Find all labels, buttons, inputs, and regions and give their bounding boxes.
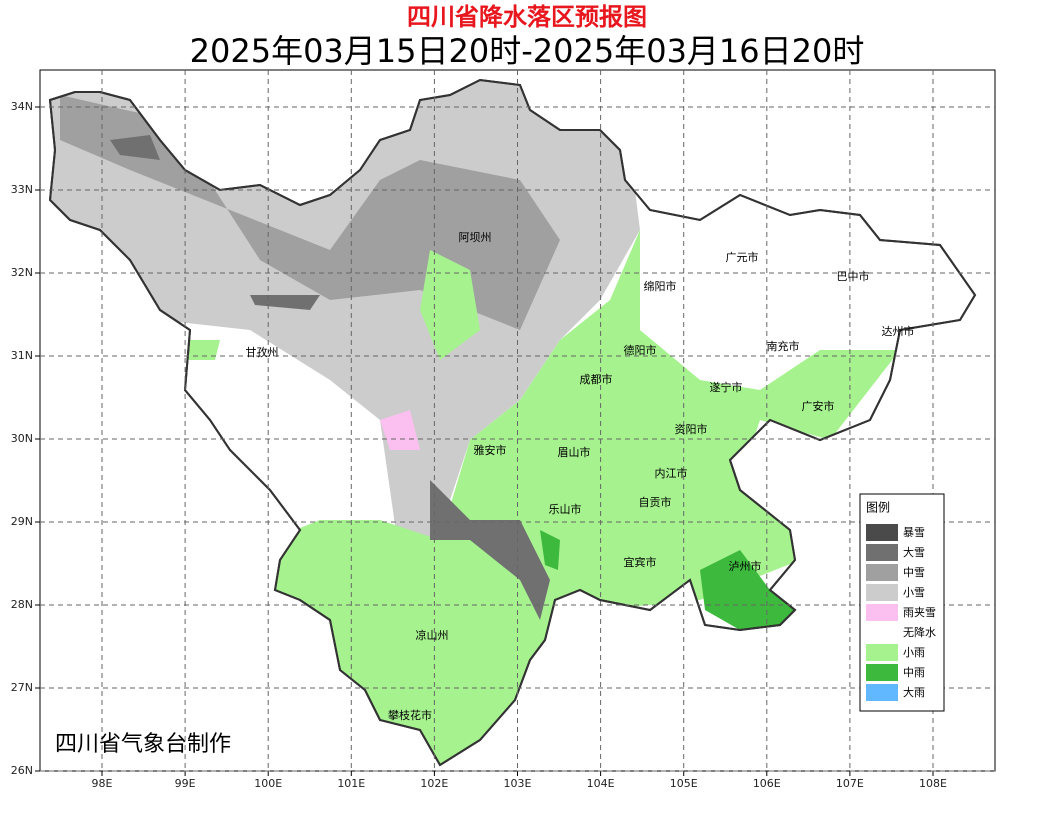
legend-swatch bbox=[866, 544, 898, 561]
lat-label: 34N bbox=[11, 100, 33, 113]
legend-swatch bbox=[866, 684, 898, 701]
lat-label: 31N bbox=[11, 349, 33, 362]
lat-label: 30N bbox=[11, 432, 33, 445]
legend-swatch bbox=[866, 564, 898, 581]
title: 四川省降水落区预报图 bbox=[407, 3, 647, 31]
place-label: 宜宾市 bbox=[624, 555, 657, 569]
legend-label: 中雪 bbox=[903, 566, 925, 579]
legend-label: 中雨 bbox=[903, 666, 925, 679]
lon-label: 98E bbox=[92, 777, 113, 790]
place-label: 广安市 bbox=[802, 399, 835, 413]
place-label: 巴中市 bbox=[837, 269, 870, 283]
legend-label: 大雪 bbox=[903, 545, 925, 559]
legend-label: 小雨 bbox=[903, 646, 925, 659]
lon-label: 106E bbox=[753, 777, 781, 790]
place-label: 成都市 bbox=[580, 372, 613, 386]
place-label: 广元市 bbox=[726, 250, 759, 264]
province-border bbox=[48, 78, 977, 767]
lon-label: 107E bbox=[836, 777, 864, 790]
legend-title: 图例 bbox=[866, 501, 890, 515]
lon-label: 100E bbox=[254, 777, 282, 790]
place-label: 绵阳市 bbox=[644, 279, 677, 293]
lat-label: 32N bbox=[11, 266, 33, 279]
place-label: 德阳市 bbox=[624, 343, 657, 357]
legend-label: 暴雪 bbox=[903, 526, 925, 539]
graticule: 98E 99E 100E 101E 102E 103E 104E 105E 106E 107E 10… bbox=[11, 70, 995, 790]
place-label: 甘孜州 bbox=[246, 345, 279, 359]
lon-label: 105E bbox=[670, 777, 698, 790]
legend-swatch bbox=[866, 624, 898, 641]
place-label: 达州市 bbox=[882, 324, 915, 338]
lat-label: 33N bbox=[11, 183, 33, 196]
place-label: 雅安市 bbox=[474, 443, 507, 457]
legend-label: 小雪 bbox=[903, 586, 925, 599]
legend-swatch bbox=[866, 584, 898, 601]
legend-swatch bbox=[866, 604, 898, 621]
lat-label: 27N bbox=[11, 681, 33, 694]
place-label: 乐山市 bbox=[549, 502, 582, 516]
place-label: 凉山州 bbox=[416, 628, 449, 642]
place-label: 阿坝州 bbox=[459, 230, 492, 244]
legend-swatch bbox=[866, 524, 898, 541]
lon-label: 104E bbox=[587, 777, 615, 790]
lat-label: 26N bbox=[11, 764, 33, 777]
legend-label: 大雨 bbox=[903, 685, 925, 699]
credit: 四川省气象台制作 bbox=[55, 732, 231, 757]
subtitle: 2025年03月15日20时-2025年03月16日20时 bbox=[190, 32, 865, 70]
place-label: 自贡市 bbox=[639, 495, 672, 509]
lat-label: 29N bbox=[11, 515, 33, 528]
place-label: 泸州市 bbox=[729, 559, 762, 573]
place-label: 攀枝花市 bbox=[388, 708, 432, 722]
legend-label: 雨夹雪 bbox=[903, 606, 936, 619]
legend-swatch bbox=[866, 664, 898, 681]
place-label: 内江市 bbox=[655, 466, 688, 480]
place-label: 资阳市 bbox=[675, 422, 708, 436]
lon-label: 99E bbox=[175, 777, 196, 790]
place-label: 南充市 bbox=[767, 339, 800, 353]
legend-label: 无降水 bbox=[903, 625, 936, 639]
lon-label: 108E bbox=[919, 777, 947, 790]
lon-label: 102E bbox=[420, 777, 448, 790]
lon-label: 103E bbox=[504, 777, 532, 790]
place-label: 遂宁市 bbox=[710, 380, 743, 394]
legend-swatch bbox=[866, 644, 898, 661]
lat-label: 28N bbox=[11, 598, 33, 611]
lon-label: 101E bbox=[337, 777, 365, 790]
place-label: 眉山市 bbox=[558, 445, 591, 459]
